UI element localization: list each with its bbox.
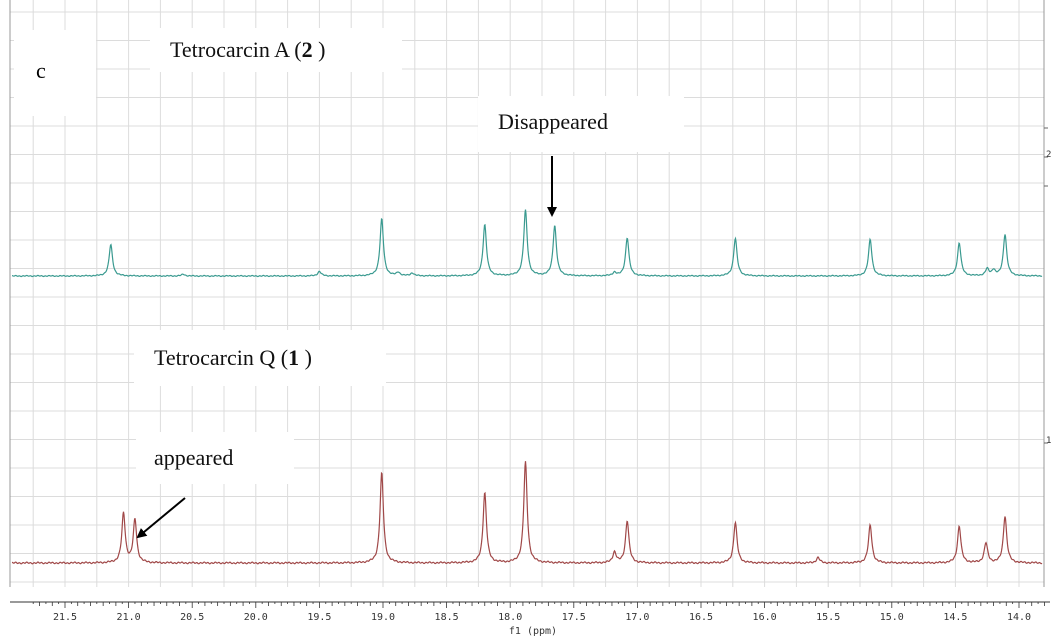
arrow-appeared	[136, 497, 186, 539]
spectrum-title-top-text: Tetrocarcin A (2 )	[170, 37, 325, 63]
x-tick-label: 17.0	[625, 612, 649, 623]
title-bottom-suffix: )	[299, 345, 312, 370]
x-tick-label: 14.0	[1007, 612, 1031, 623]
spectra	[11, 209, 1043, 565]
spectrum-line	[11, 461, 1043, 565]
x-tick-label: 16.5	[689, 612, 713, 623]
annotation-disappeared: Disappeared	[478, 96, 684, 152]
x-tick-label: 14.5	[943, 612, 967, 623]
spectrum-series-tetrocarcin-a	[11, 209, 1043, 278]
x-tick-label: 19.5	[307, 612, 331, 623]
right-edge-label-bottom: 1	[1046, 436, 1051, 446]
x-axis: 21.5 21.0 20.5 20.0 19.5 19.0 18.5 18.0 17.5 17.0…	[10, 601, 1050, 623]
spectrum-series-tetrocarcin-q	[11, 461, 1043, 565]
x-tick-label: 18.0	[498, 612, 522, 623]
x-tick-label: 15.5	[816, 612, 840, 623]
annotation-appeared: appeared	[136, 432, 294, 484]
annotation-arrows	[136, 156, 557, 539]
panel-letter: c	[14, 30, 96, 116]
spectrum-line	[11, 209, 1043, 278]
grid	[9, 0, 1048, 587]
x-tick-label: 15.0	[880, 612, 904, 623]
x-tick-label: 18.5	[435, 612, 459, 623]
title-top-prefix: Tetrocarcin A (	[170, 37, 302, 62]
panel-letter-text: c	[36, 58, 46, 83]
x-tick-label: 19.0	[371, 612, 395, 623]
x-axis-label: f1 (ppm)	[509, 626, 557, 637]
spectrum-title-top: Tetrocarcin A (2 )	[150, 28, 402, 72]
spectrum-title-bottom: Tetrocarcin Q (1 )	[134, 330, 386, 386]
title-bottom-prefix: Tetrocarcin Q (	[154, 345, 289, 370]
x-tick-label: 20.5	[180, 612, 204, 623]
right-edge-label-top: 2	[1046, 150, 1051, 160]
x-tick-label: 17.5	[562, 612, 586, 623]
x-tick-label: 16.0	[753, 612, 777, 623]
x-tick-label: 20.0	[244, 612, 268, 623]
x-tick-label: 21.5	[53, 612, 77, 623]
annotation-disappeared-text: Disappeared	[498, 109, 608, 134]
title-top-suffix: )	[312, 37, 326, 62]
spectrum-title-bottom-text: Tetrocarcin Q (1 )	[154, 345, 312, 371]
title-bottom-compound-number: 1	[288, 345, 300, 370]
annotation-appeared-text: appeared	[154, 445, 234, 470]
title-top-compound-number: 2	[301, 37, 313, 62]
x-tick-label: 21.0	[117, 612, 141, 623]
